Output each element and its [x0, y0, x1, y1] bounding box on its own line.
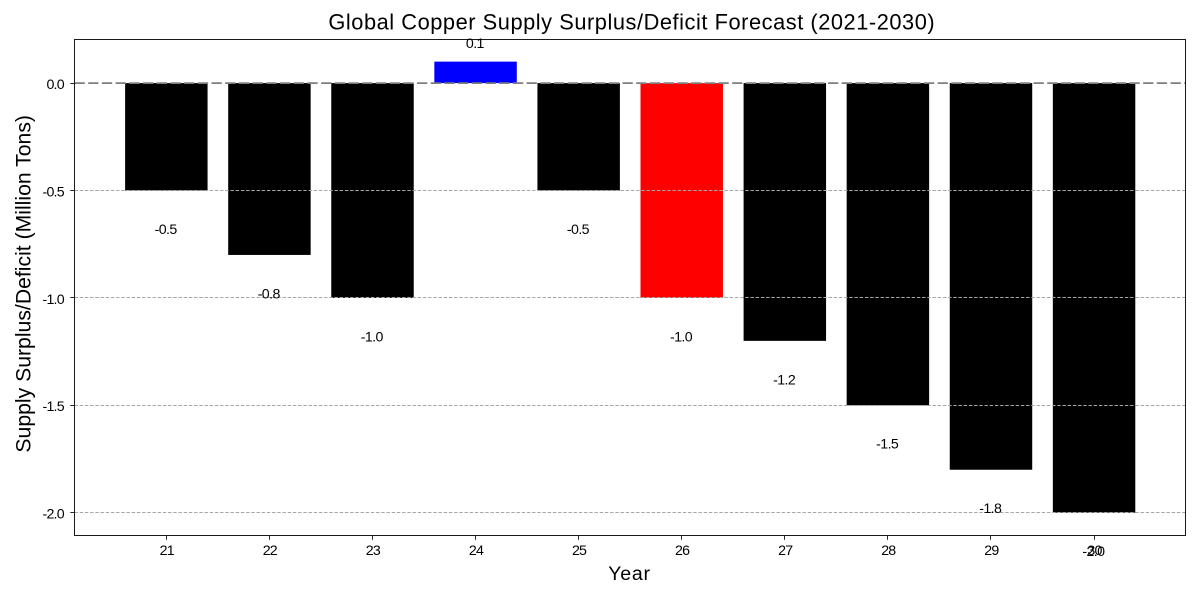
svg-text:-1.5: -1.5 — [43, 399, 65, 415]
svg-text:-1.2: -1.2 — [773, 372, 796, 388]
svg-text:27: 27 — [778, 543, 793, 559]
svg-text:-0.5: -0.5 — [43, 184, 65, 200]
svg-text:-2.0: -2.0 — [43, 507, 65, 523]
svg-text:23: 23 — [366, 543, 381, 559]
svg-text:26: 26 — [675, 543, 690, 559]
svg-text:-0.8: -0.8 — [258, 286, 281, 302]
svg-text:-1.0: -1.0 — [43, 292, 65, 308]
svg-text:0.1: 0.1 — [466, 36, 485, 52]
svg-text:-0.5: -0.5 — [567, 222, 590, 238]
svg-text:Global Copper Supply Surplus/D: Global Copper Supply Surplus/Deficit For… — [328, 10, 935, 35]
svg-text:29: 29 — [984, 543, 999, 559]
svg-text:-1.0: -1.0 — [361, 329, 384, 345]
svg-text:21: 21 — [160, 543, 175, 559]
svg-text:25: 25 — [572, 543, 587, 559]
svg-text:-1.8: -1.8 — [979, 501, 1002, 517]
svg-text:28: 28 — [881, 543, 896, 559]
svg-text:30: 30 — [1087, 543, 1102, 559]
svg-text:-1.5: -1.5 — [876, 437, 899, 453]
svg-text:Supply Surplus/Deficit (Millio: Supply Surplus/Deficit (Million Tons) — [13, 115, 36, 453]
svg-text:-0.5: -0.5 — [155, 222, 178, 238]
svg-text:-2.0: -2.0 — [1082, 544, 1105, 560]
svg-text:-1.0: -1.0 — [670, 329, 693, 345]
svg-text:0.0: 0.0 — [46, 77, 64, 93]
svg-text:Year: Year — [608, 563, 650, 585]
svg-text:22: 22 — [263, 543, 278, 559]
svg-text:24: 24 — [469, 543, 484, 559]
